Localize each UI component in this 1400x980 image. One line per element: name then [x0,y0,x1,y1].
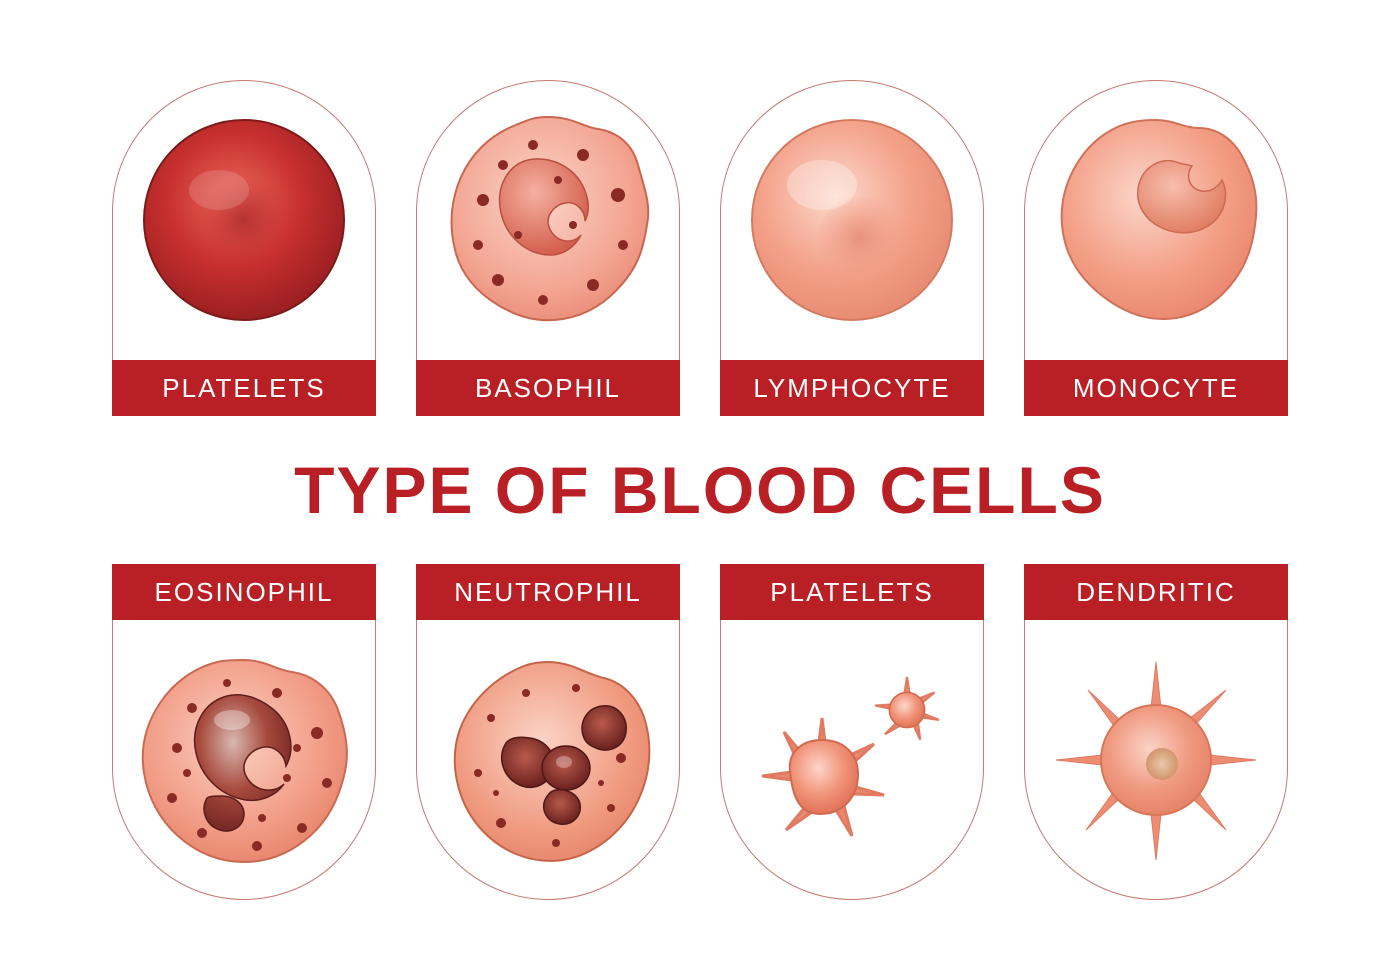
label-bottom-3: DENDRITIC [1024,564,1288,620]
cell-bottom-0 [112,620,376,900]
cell-top-0 [112,80,376,360]
label-text: NEUTROPHIL [454,577,642,608]
infographic-container: PLATELETS BASOPHIL LYMPHOCYTE MONOCYTE T… [112,80,1288,900]
label-top-3: MONOCYTE [1024,360,1288,416]
label-top-2: LYMPHOCYTE [720,360,984,416]
label-text: LYMPHOCYTE [753,373,950,404]
cell-bottom-3 [1024,620,1288,900]
label-text: PLATELETS [770,577,933,608]
lymphocyte-icon [742,110,962,330]
cell-top-2 [720,80,984,360]
cell-top-3 [1024,80,1288,360]
platelets-scatter-icon [732,640,972,880]
cell-top-1 [416,80,680,360]
label-text: PLATELETS [162,373,325,404]
cell-bottom-2 [720,620,984,900]
cell-bottom-1 [416,620,680,900]
basophil-icon [433,105,663,335]
dendritic-icon [1036,640,1276,880]
eosinophil-icon [132,648,357,873]
page-title: TYPE OF BLOOD CELLS [294,452,1106,528]
label-bottom-2: PLATELETS [720,564,984,620]
label-bottom-0: EOSINOPHIL [112,564,376,620]
label-bottom-1: NEUTROPHIL [416,564,680,620]
rbc-disc-icon [134,110,354,330]
label-top-1: BASOPHIL [416,360,680,416]
label-text: MONOCYTE [1073,373,1239,404]
neutrophil-icon [436,648,661,873]
label-text: BASOPHIL [475,373,621,404]
title-band: TYPE OF BLOOD CELLS [112,416,1288,564]
monocyte-icon [1044,108,1269,333]
label-text: DENDRITIC [1076,577,1236,608]
label-top-0: PLATELETS [112,360,376,416]
label-text: EOSINOPHIL [155,577,334,608]
